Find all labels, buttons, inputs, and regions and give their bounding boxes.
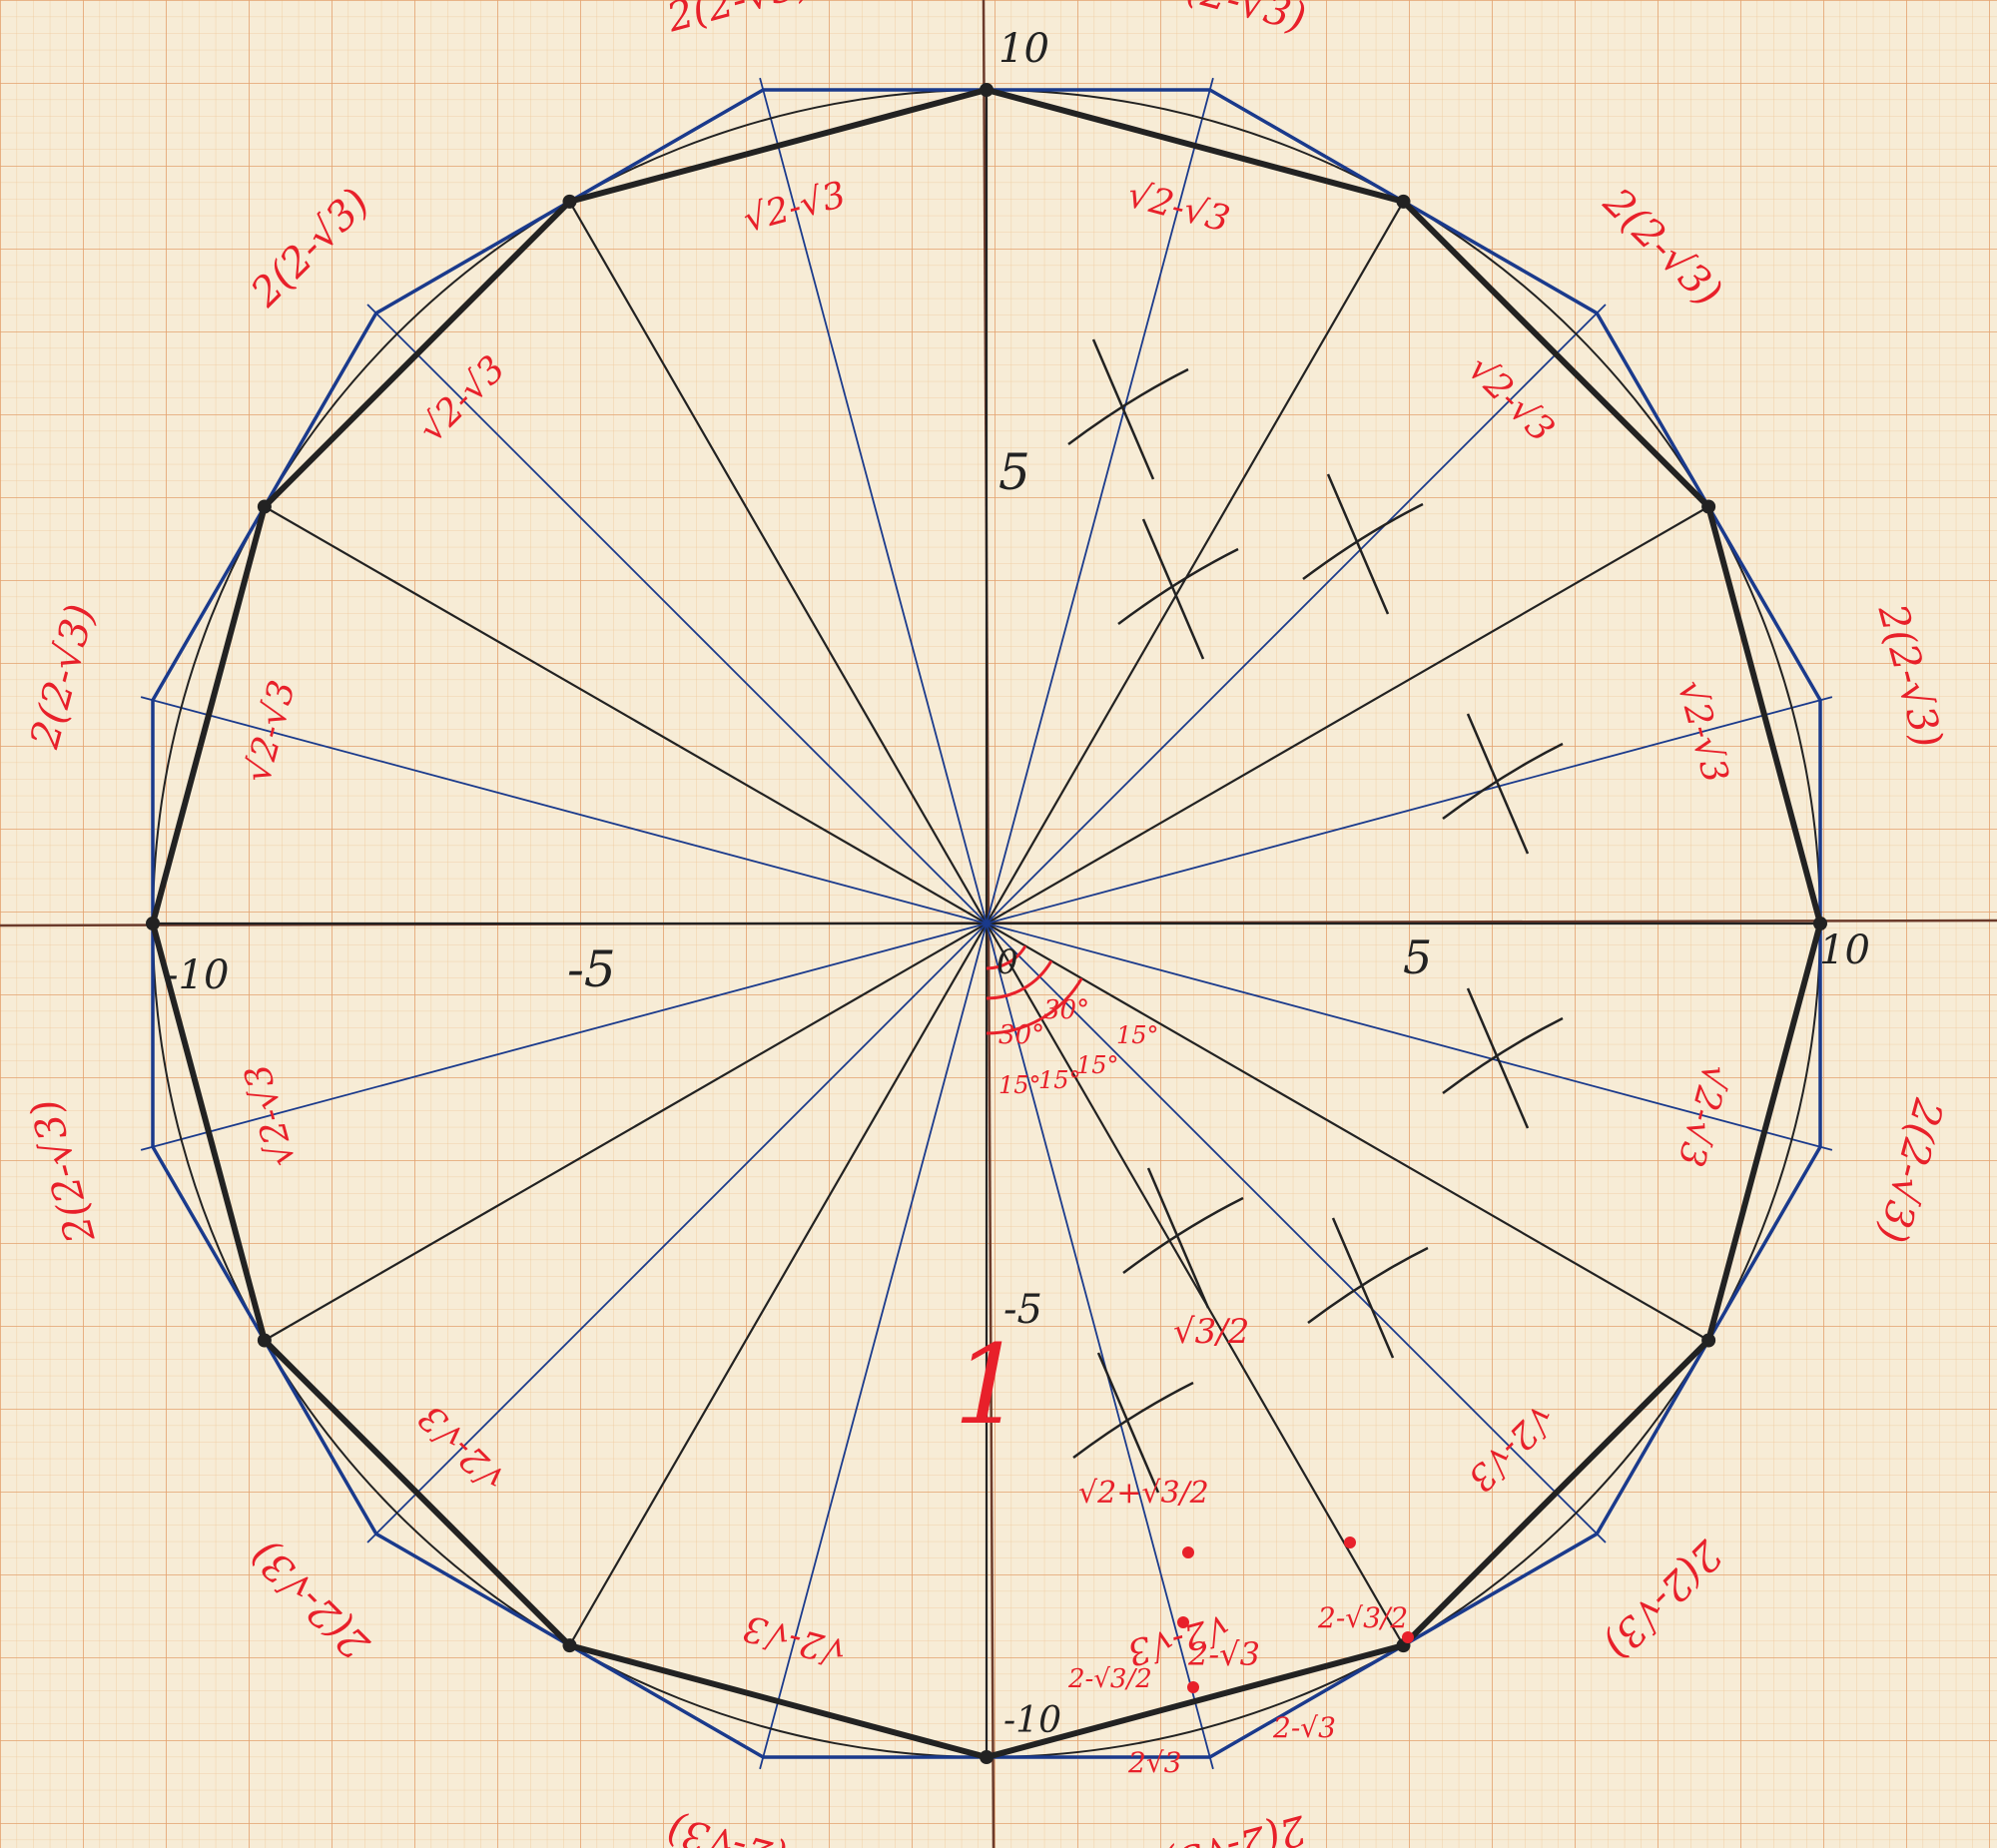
angle-label-15-a: 15°	[998, 1071, 1041, 1099]
compass-arc	[1141, 518, 1205, 660]
vertex-dot	[1701, 499, 1716, 514]
vertex-dot	[980, 1750, 994, 1764]
y-tick-neg5: -5	[1003, 1287, 1042, 1333]
half-minus-label-a: 2-√3/2	[1317, 1601, 1408, 1634]
point-marker	[1187, 1681, 1199, 1693]
construction-marks	[986, 338, 1564, 1693]
y-tick-neg10: -10	[1003, 1700, 1061, 1741]
angle-label-30-b: 30°	[1043, 995, 1089, 1025]
vertex-dot	[562, 1638, 577, 1653]
compass-arc	[1307, 1246, 1429, 1325]
vertex-dot	[1813, 917, 1827, 930]
vertex-dot	[980, 83, 994, 97]
origin-label: 0	[997, 942, 1018, 982]
vertex-dot	[146, 917, 160, 930]
compass-arc	[1442, 742, 1564, 821]
compass-arc	[1091, 338, 1155, 480]
angle-label-15-d: 15°	[1116, 1021, 1159, 1049]
point-marker	[1344, 1537, 1356, 1548]
angle-arc	[986, 977, 1083, 1035]
x-tick-neg5: -5	[567, 940, 616, 998]
angle-label-30-a: 30°	[998, 1020, 1044, 1050]
compass-arc	[1072, 1381, 1194, 1460]
outer-polygon	[151, 88, 1822, 1759]
compass-arc	[1466, 713, 1530, 855]
y-tick-10: 10	[998, 26, 1049, 72]
vertex-dot	[562, 194, 577, 209]
half-side-label: √2+√3/2	[1078, 1476, 1209, 1511]
x-tick-5: 5	[1403, 930, 1432, 984]
compass-arc	[1326, 473, 1390, 615]
x-tick-neg10: -10	[165, 952, 229, 998]
compass-arc	[1302, 502, 1424, 581]
compass-arc	[1146, 1167, 1210, 1309]
compass-arc	[1466, 987, 1530, 1129]
outer-dodecagon	[151, 88, 1822, 1759]
point-marker	[1402, 1631, 1414, 1643]
x-tick-10: 10	[1819, 927, 1870, 973]
half-minus-label-b: 2-√3/2	[1067, 1664, 1152, 1694]
vertex-dot	[257, 1333, 272, 1348]
half-sqrt3-label: √3/2	[1173, 1312, 1249, 1352]
compass-arc	[1117, 547, 1239, 626]
vertex-dot	[257, 499, 272, 514]
bisector-lines	[140, 77, 1833, 1770]
angle-arc	[986, 959, 1053, 1000]
point-marker	[1177, 1616, 1189, 1628]
angle-label-15-b: 15°	[1038, 1066, 1081, 1094]
compass-arc	[1122, 1196, 1244, 1275]
angle-label-15-c: 15°	[1076, 1051, 1119, 1079]
bisector-line	[140, 696, 1833, 1151]
point-marker	[1182, 1546, 1194, 1558]
vertex-dot	[1701, 1333, 1716, 1348]
compass-arc	[1067, 367, 1189, 446]
compass-arc	[1096, 1352, 1160, 1494]
two-minus-label-a: 2-√3	[1187, 1635, 1260, 1673]
compass-arc	[1331, 1217, 1395, 1359]
angle-arc	[986, 944, 1027, 970]
two-minus-label-b: 2-√3	[1272, 1711, 1336, 1744]
y-tick-5: 5	[998, 443, 1030, 501]
unit-marker: 1	[954, 1321, 1023, 1449]
two-sqrt3-label: 2√3	[1127, 1746, 1181, 1779]
vertex-dot	[1396, 194, 1411, 209]
compass-arc	[1442, 1016, 1564, 1095]
